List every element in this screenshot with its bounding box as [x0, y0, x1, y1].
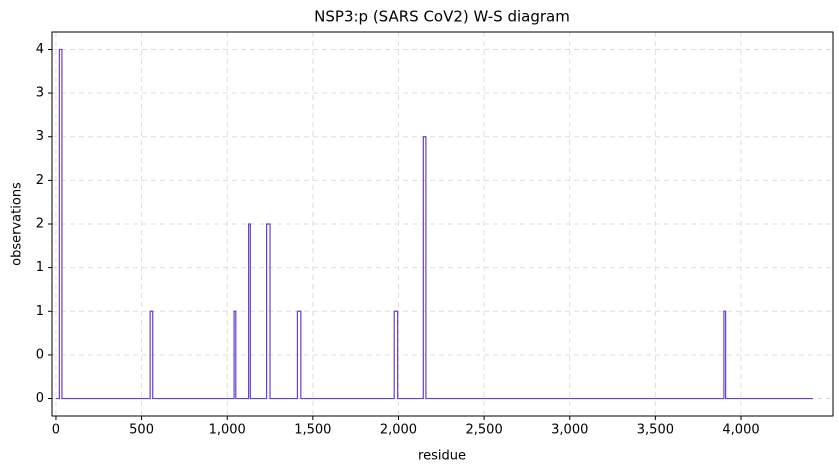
x-tick-label: 2,000 — [380, 423, 417, 438]
y-tick-label: 0 — [36, 347, 44, 362]
x-tick-label: 0 — [52, 423, 60, 438]
y-tick-label: 1 — [36, 260, 44, 275]
x-tick-label: 1,500 — [294, 423, 331, 438]
y-tick-label: 2 — [36, 173, 44, 188]
x-axis-label: residue — [418, 449, 466, 464]
x-tick-label: 500 — [129, 423, 154, 438]
x-tick-label: 3,500 — [637, 423, 674, 438]
y-axis-label: observations — [10, 182, 25, 266]
x-tick-label: 4,000 — [722, 423, 759, 438]
x-tick-label: 3,000 — [551, 423, 588, 438]
plot-frame — [51, 31, 834, 417]
y-tick-label: 4 — [36, 42, 44, 57]
chart-title: NSP3:p (SARS CoV2) W-S diagram — [314, 8, 570, 26]
y-tick-label: 0 — [36, 391, 44, 406]
y-tick-label: 3 — [36, 129, 44, 144]
series-line — [55, 48, 813, 400]
y-tick-label: 2 — [36, 217, 44, 232]
x-tick-label: 2,500 — [466, 423, 503, 438]
y-tick-label: 1 — [36, 304, 44, 319]
y-tick-label: 3 — [36, 86, 44, 101]
x-tick-label: 1,000 — [209, 423, 246, 438]
